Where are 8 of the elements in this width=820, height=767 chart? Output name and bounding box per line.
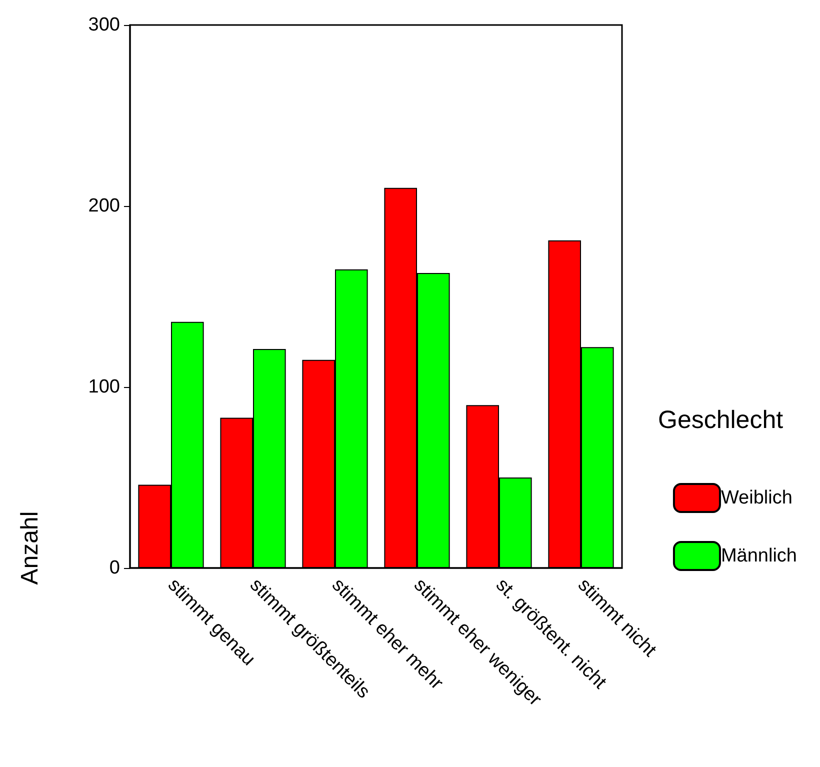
y-axis-title: Anzahl: [16, 511, 44, 585]
legend-label: Männlich: [720, 546, 798, 566]
y-tick-label: 300: [88, 14, 120, 36]
legend-title: Geschlecht: [658, 406, 784, 434]
y-tick-label: 0: [109, 558, 120, 578]
legend-label: Weiblich: [720, 488, 792, 508]
y-tick-label: 200: [88, 196, 120, 216]
y-tick-label: 100: [88, 376, 120, 398]
